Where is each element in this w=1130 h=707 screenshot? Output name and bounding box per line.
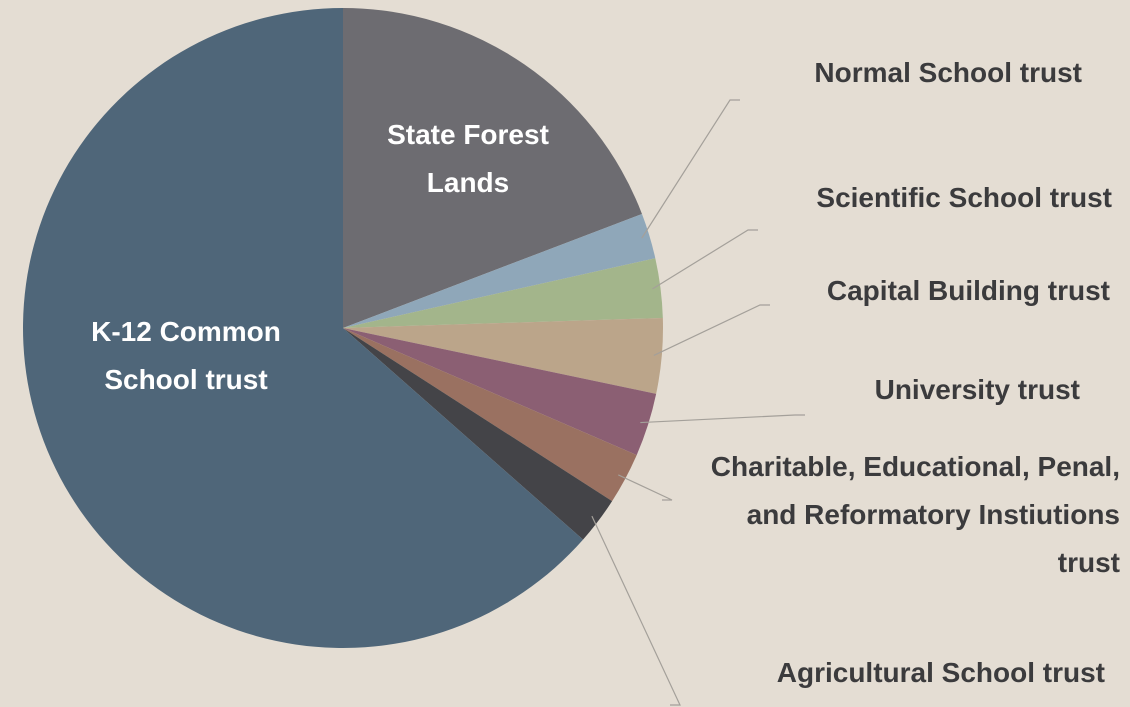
callout-label: Capital Building trust: [826, 275, 1110, 306]
callout-label: University trust: [874, 374, 1080, 405]
leader-line: [652, 229, 758, 290]
leader-line: [653, 304, 770, 356]
pie-slice: [343, 317, 663, 394]
pie-slice: [343, 258, 663, 328]
pie-slice: [343, 8, 642, 328]
leader-line: [618, 474, 673, 501]
pie-slice: [343, 328, 657, 456]
callout-label: Normal School trust: [814, 57, 1082, 88]
leader-line: [641, 99, 740, 239]
slice-label: K-12 Common School trust: [91, 316, 281, 395]
pie-slice: [23, 8, 584, 648]
callout-label: Charitable, Educational, Penal, and Refo…: [710, 451, 1120, 578]
callout-label: Agricultural School trust: [776, 657, 1105, 688]
leader-line: [640, 414, 805, 424]
leader-line: [591, 515, 681, 706]
pie-slice: [343, 328, 613, 540]
pie-slice: [343, 213, 656, 328]
pie-slice: [343, 328, 637, 502]
slice-label: State Forest Lands: [387, 119, 549, 198]
callout-label: Scientific School trust: [816, 182, 1112, 213]
